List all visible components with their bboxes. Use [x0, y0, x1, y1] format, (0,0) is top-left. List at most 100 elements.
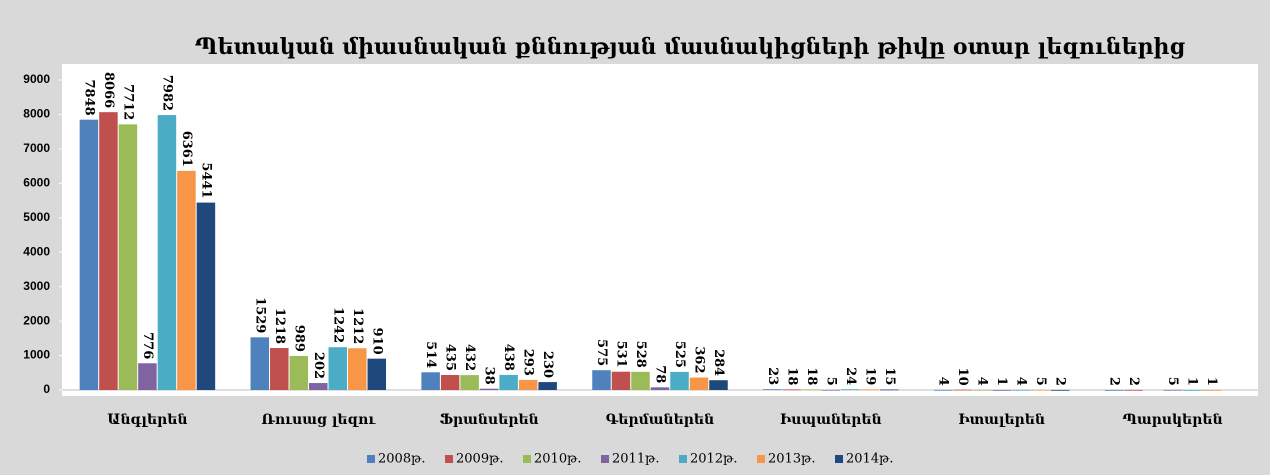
bar — [289, 355, 309, 390]
y-tick-label: 9000 — [23, 72, 50, 86]
x-tick-label: Իսպաներեն — [780, 412, 882, 428]
x-tick-label: Ռուսաց լեզու — [261, 412, 376, 428]
y-tick-label: 7000 — [23, 141, 50, 155]
data-label: 7848 — [81, 79, 96, 115]
bar — [650, 387, 670, 390]
x-tick-label: Պարսկերեն — [1122, 412, 1222, 428]
data-label: 1242 — [330, 307, 345, 343]
legend-label: 2012թ. — [690, 452, 738, 467]
bar — [631, 371, 650, 390]
data-label: 202 — [311, 352, 326, 379]
bar — [177, 170, 196, 390]
data-label: 525 — [672, 341, 687, 368]
bar — [1163, 389, 1182, 391]
y-tick-label: 0 — [43, 382, 50, 396]
data-label: 4 — [1014, 377, 1029, 386]
bar — [157, 115, 177, 390]
bar — [138, 363, 157, 390]
data-label: 10 — [955, 368, 970, 386]
data-label: 575 — [594, 339, 609, 366]
legend-label: 2014թ. — [846, 452, 894, 467]
bar — [953, 389, 972, 391]
data-label: 24 — [843, 367, 858, 385]
data-label: 8066 — [101, 72, 116, 108]
bar — [1104, 389, 1124, 391]
legend-swatch — [679, 455, 687, 463]
bar — [841, 389, 860, 390]
data-label: 1 — [994, 377, 1009, 386]
data-label: 1218 — [272, 308, 287, 344]
bar — [270, 348, 289, 390]
data-label: 4 — [936, 377, 951, 386]
bar — [802, 389, 821, 391]
data-label: 531 — [614, 341, 629, 368]
bar — [763, 389, 782, 391]
bar — [309, 383, 328, 390]
x-tick-label: Ֆրանսերեն — [440, 412, 539, 428]
bar — [782, 389, 802, 391]
bar — [689, 377, 709, 390]
data-label: 5 — [1033, 377, 1048, 386]
bar — [1011, 389, 1031, 391]
bar — [440, 375, 460, 390]
data-label: 1212 — [350, 308, 365, 344]
data-label: 18 — [784, 367, 799, 385]
legend-swatch — [601, 455, 609, 463]
data-label: 910 — [369, 328, 384, 355]
data-label: 5441 — [198, 162, 213, 198]
bar — [880, 389, 899, 391]
bar — [1202, 389, 1221, 391]
bar — [992, 389, 1011, 391]
bar — [99, 112, 118, 390]
bar — [670, 371, 689, 390]
y-tick-label: 2000 — [23, 313, 50, 327]
data-label: 514 — [423, 341, 438, 368]
data-label: 2 — [1053, 377, 1068, 386]
data-label: 2 — [1107, 377, 1122, 386]
bar — [1031, 389, 1050, 391]
y-tick-label: 3000 — [23, 279, 50, 293]
data-label: 1 — [1185, 377, 1200, 386]
data-label: 284 — [711, 349, 726, 376]
bar — [611, 371, 631, 390]
legend-label: 2009թ. — [456, 452, 504, 467]
x-tick-label: Անգլերեն — [107, 412, 187, 428]
bar — [460, 375, 479, 390]
data-label: 435 — [443, 344, 458, 371]
bar — [79, 119, 99, 391]
plot-area — [62, 64, 1258, 396]
bar — [250, 337, 270, 390]
bar — [479, 388, 499, 390]
data-label: 293 — [521, 349, 536, 376]
legend-label: 2011թ. — [612, 452, 660, 467]
data-label: 362 — [692, 346, 707, 373]
data-label: 15 — [882, 367, 897, 385]
legend-swatch — [367, 455, 375, 463]
data-label: 18 — [804, 367, 819, 385]
bar — [933, 389, 953, 391]
y-tick-label: 1000 — [23, 348, 50, 362]
y-tick-label: 6000 — [23, 176, 50, 190]
legend-swatch — [445, 455, 453, 463]
y-tick-label: 4000 — [23, 244, 50, 258]
data-label: 1 — [1204, 377, 1219, 386]
data-label: 528 — [633, 341, 648, 368]
legend-swatch — [757, 455, 765, 463]
y-tick-label: 5000 — [23, 210, 50, 224]
data-label: 7982 — [159, 75, 174, 111]
bar — [118, 124, 138, 390]
x-tick-label: Գերմաներեն — [606, 412, 714, 428]
legend-swatch — [523, 455, 531, 463]
bar — [709, 380, 728, 390]
bar — [348, 348, 367, 390]
data-label: 776 — [140, 332, 155, 359]
data-label: 7712 — [120, 84, 135, 120]
data-label: 989 — [291, 325, 306, 352]
bar — [860, 389, 880, 391]
bar — [1124, 389, 1143, 391]
legend-swatch — [835, 455, 843, 463]
data-label: 23 — [765, 367, 780, 385]
legend-label: 2013թ. — [768, 452, 816, 467]
bar — [1050, 389, 1070, 391]
